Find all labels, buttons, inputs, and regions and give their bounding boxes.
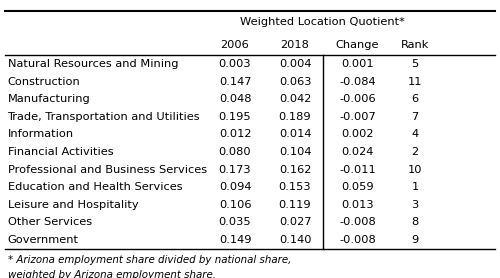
Text: 0.001: 0.001 — [341, 59, 374, 69]
Text: -0.006: -0.006 — [339, 94, 376, 104]
Text: 0.042: 0.042 — [279, 94, 311, 104]
Text: 10: 10 — [408, 165, 422, 175]
Text: 2018: 2018 — [280, 40, 310, 50]
Text: 0.106: 0.106 — [219, 200, 252, 210]
Text: 0.063: 0.063 — [279, 77, 312, 86]
Text: 0.012: 0.012 — [219, 130, 252, 139]
Text: -0.084: -0.084 — [339, 77, 376, 86]
Text: 0.189: 0.189 — [278, 112, 312, 122]
Text: 0.153: 0.153 — [278, 182, 312, 192]
Text: 0.048: 0.048 — [219, 94, 252, 104]
Text: 0.003: 0.003 — [218, 59, 252, 69]
Text: 0.140: 0.140 — [279, 235, 312, 245]
Text: 5: 5 — [412, 59, 418, 69]
Text: 0.035: 0.035 — [218, 217, 252, 227]
Text: Government: Government — [8, 235, 79, 245]
Text: Change: Change — [336, 40, 380, 50]
Text: Other Services: Other Services — [8, 217, 91, 227]
Text: -0.008: -0.008 — [339, 217, 376, 227]
Text: 0.094: 0.094 — [219, 182, 252, 192]
Text: 0.080: 0.080 — [218, 147, 252, 157]
Text: 0.119: 0.119 — [278, 200, 312, 210]
Text: Professional and Business Services: Professional and Business Services — [8, 165, 206, 175]
Text: Construction: Construction — [8, 77, 80, 86]
Text: 0.059: 0.059 — [341, 182, 374, 192]
Text: Financial Activities: Financial Activities — [8, 147, 113, 157]
Text: -0.007: -0.007 — [339, 112, 376, 122]
Text: 0.024: 0.024 — [342, 147, 374, 157]
Text: 2: 2 — [412, 147, 418, 157]
Text: 0.162: 0.162 — [279, 165, 311, 175]
Text: 0.013: 0.013 — [341, 200, 374, 210]
Text: 0.104: 0.104 — [279, 147, 312, 157]
Text: 0.027: 0.027 — [279, 217, 312, 227]
Text: weighted by Arizona employment share.: weighted by Arizona employment share. — [8, 270, 216, 278]
Text: 0.004: 0.004 — [279, 59, 312, 69]
Text: 0.149: 0.149 — [219, 235, 252, 245]
Text: Education and Health Services: Education and Health Services — [8, 182, 182, 192]
Text: Manufacturing: Manufacturing — [8, 94, 90, 104]
Text: Rank: Rank — [401, 40, 429, 50]
Text: 4: 4 — [412, 130, 418, 139]
Text: * Arizona employment share divided by national share,: * Arizona employment share divided by na… — [8, 255, 291, 265]
Text: Weighted Location Quotient*: Weighted Location Quotient* — [240, 17, 405, 27]
Text: 0.147: 0.147 — [219, 77, 252, 86]
Text: -0.011: -0.011 — [339, 165, 376, 175]
Text: 3: 3 — [412, 200, 418, 210]
Text: 2006: 2006 — [220, 40, 250, 50]
Text: 6: 6 — [412, 94, 418, 104]
Text: 0.195: 0.195 — [218, 112, 252, 122]
Text: 11: 11 — [408, 77, 422, 86]
Text: Natural Resources and Mining: Natural Resources and Mining — [8, 59, 178, 69]
Text: 8: 8 — [412, 217, 418, 227]
Text: 0.173: 0.173 — [218, 165, 252, 175]
Text: 1: 1 — [412, 182, 418, 192]
Text: 0.014: 0.014 — [279, 130, 312, 139]
Text: 7: 7 — [412, 112, 418, 122]
Text: 0.002: 0.002 — [342, 130, 374, 139]
Text: Information: Information — [8, 130, 74, 139]
Text: -0.008: -0.008 — [339, 235, 376, 245]
Text: Leisure and Hospitality: Leisure and Hospitality — [8, 200, 138, 210]
Text: 9: 9 — [412, 235, 418, 245]
Text: Trade, Transportation and Utilities: Trade, Transportation and Utilities — [8, 112, 200, 122]
